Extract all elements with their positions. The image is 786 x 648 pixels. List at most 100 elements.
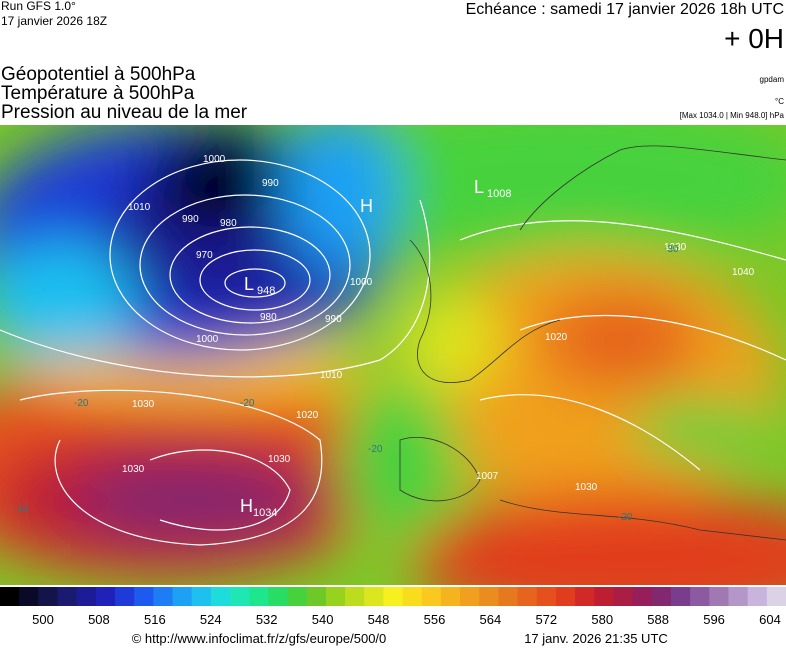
colorbar-swatch	[134, 587, 154, 606]
isobar-label: 980	[260, 312, 277, 323]
isobar-label: 990	[325, 314, 342, 325]
colorbar-swatch	[268, 587, 289, 606]
temperature-label: -20	[618, 512, 633, 523]
colorbar-swatch	[402, 587, 423, 606]
pressure-center-letter: L	[244, 274, 254, 294]
colorbar-swatch	[517, 587, 538, 606]
pressure-center-value: 1034	[253, 507, 277, 519]
generated-time: 17 janv. 2026 21:35 UTC	[524, 631, 668, 646]
colorbar-swatch	[364, 587, 384, 606]
colorbar-swatch	[153, 587, 174, 606]
pressure-center-value: 948	[257, 285, 275, 297]
colorbar-swatch	[555, 587, 576, 606]
colorbar-swatch	[709, 587, 729, 606]
isobar-label: 1030	[575, 482, 598, 493]
run-label: Run GFS 1.0°	[1, 0, 76, 13]
forecast-time: Echéance : samedi 17 janvier 2026 18h UT…	[466, 1, 784, 18]
pressure-center-letter: H	[240, 496, 253, 516]
colorbar-swatch	[325, 587, 346, 606]
temperature-label: -30	[664, 244, 679, 255]
isobar-label: 1020	[545, 332, 568, 343]
isobar-label: 1030	[664, 242, 687, 253]
colorbar-label: 532	[256, 612, 278, 627]
colorbar-swatch	[230, 587, 250, 606]
unit-geopotential: gpdam	[760, 75, 785, 84]
colorbar-swatch	[345, 587, 365, 606]
colorbar-label: 508	[88, 612, 110, 627]
unit-temperature: °C	[775, 97, 784, 106]
colorbar-swatch	[306, 587, 327, 606]
colorbar-swatch	[115, 587, 135, 606]
colorbar-swatch	[460, 587, 480, 606]
colorbar-swatch	[479, 587, 499, 606]
isobar-label: 1000	[350, 277, 373, 288]
colorbar-label: 548	[368, 612, 390, 627]
colorbar-swatch	[690, 587, 710, 606]
colorbar-label: 604	[759, 612, 781, 627]
lead-time: + 0H	[724, 23, 784, 54]
colorbar-label: 588	[647, 612, 669, 627]
colorbar-swatch	[172, 587, 193, 606]
isobar-label: 970	[196, 250, 213, 261]
isobar-label: 990	[262, 178, 279, 189]
colorbar-label: 540	[312, 612, 334, 627]
title-line: Géopotentiel à 500hPa	[1, 64, 196, 85]
colorbar-label: 580	[591, 612, 613, 627]
colorbar-label: 596	[703, 612, 725, 627]
colorbar-swatch	[57, 587, 78, 606]
colorbar-swatch	[191, 587, 212, 606]
colorbar-label: 500	[32, 612, 54, 627]
colorbar-swatch	[19, 587, 39, 606]
colorbar-swatch	[38, 587, 59, 606]
run-date: 17 janvier 2026 18Z	[1, 14, 107, 28]
temperature-label: -10	[14, 504, 29, 515]
colorbar-swatch	[249, 587, 269, 606]
colorbar-swatch	[95, 587, 116, 606]
colorbar-swatch	[632, 587, 653, 606]
colorbar-label: 564	[480, 612, 502, 627]
coastlines	[399, 145, 786, 541]
isobar-label: 1000	[203, 154, 226, 165]
colorbar-swatch	[613, 587, 634, 606]
colorbar-swatch	[383, 587, 404, 606]
title-line: Pression au niveau de la mer	[1, 102, 248, 123]
colorbar-swatch	[728, 587, 749, 606]
isobar-label: 1007	[476, 471, 499, 482]
colorbar-swatch	[76, 587, 97, 606]
colorbar-swatch	[766, 587, 786, 606]
colorbar-swatch	[536, 587, 557, 606]
colorbar-swatch	[594, 587, 614, 606]
colorbar-swatch	[0, 587, 20, 606]
title-line: Température à 500hPa	[1, 83, 195, 104]
pressure-center-letter: H	[360, 196, 373, 216]
pressure-center-value: 1008	[487, 188, 511, 200]
isobar-label: 1000	[196, 334, 219, 345]
isobar-label: 1030	[268, 454, 291, 465]
colorbar-swatch	[670, 587, 691, 606]
isobar-label: 980	[220, 218, 237, 229]
colorbar-swatch	[498, 587, 519, 606]
colorbar-swatch	[440, 587, 461, 606]
colorbar-label: 516	[144, 612, 166, 627]
colorbar-swatch	[210, 587, 231, 606]
isobar-label: 1010	[128, 202, 151, 213]
isobar-label: 1040	[732, 267, 755, 278]
colorbar-label: 524	[200, 612, 222, 627]
isobar-label: 990	[182, 214, 199, 225]
colorbar-swatch	[651, 587, 672, 606]
colorbar-swatch	[287, 587, 308, 606]
temperature-label: -20	[240, 398, 255, 409]
source-link[interactable]: © http://www.infoclimat.fr/z/gfs/europe/…	[132, 631, 387, 646]
isobar-label: 1030	[132, 399, 155, 410]
temperature-label: -20	[368, 444, 383, 455]
colorbar-label: 572	[535, 612, 557, 627]
isobar-label: 1020	[296, 410, 319, 421]
colorbar-swatch	[575, 587, 595, 606]
isobars	[0, 159, 786, 546]
temperature-label: -20	[74, 398, 89, 409]
pressure-center-letter: L	[474, 177, 484, 197]
pressure-range: [Max 1034.0 | Min 948.0] hPa	[680, 111, 785, 120]
colorbar-swatch	[747, 587, 768, 606]
